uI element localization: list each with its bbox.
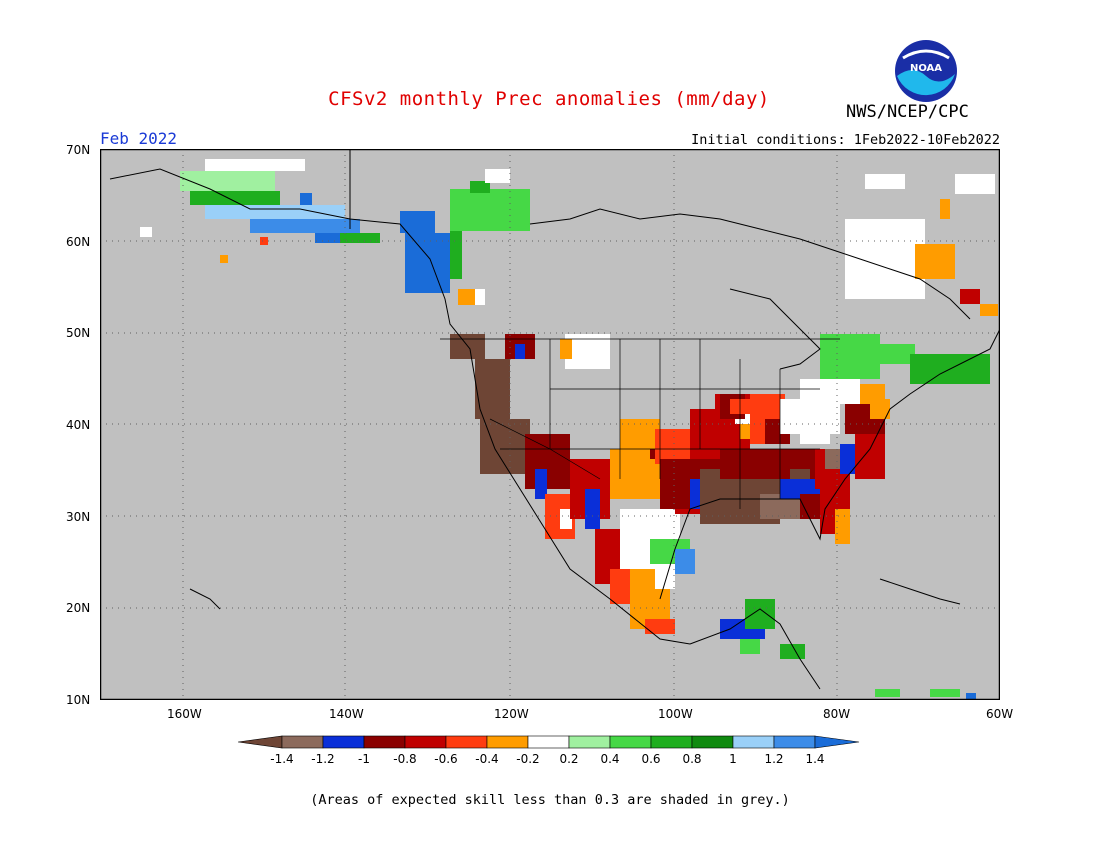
colorbar-arrow-left	[238, 735, 283, 749]
colorbar-segment	[609, 735, 652, 749]
colorbar-arrow-right	[814, 735, 860, 749]
lat-label: 20N	[66, 601, 91, 615]
lat-label: 30N	[66, 510, 91, 524]
colorbar-segment	[568, 735, 611, 749]
colorbar-label: -0.6	[434, 752, 458, 766]
colorbar-segment	[322, 735, 365, 749]
lon-label: 80W	[823, 707, 851, 721]
lat-label: 70N	[66, 143, 91, 157]
colorbar-segment	[691, 735, 734, 749]
agency-label: NWS/NCEP/CPC	[846, 102, 969, 122]
lon-label: 60W	[986, 707, 1014, 721]
logo-text: NOAA	[910, 63, 942, 74]
colorbar-segment	[404, 735, 447, 749]
colorbar-label: 0.4	[600, 752, 620, 766]
lat-label: 40N	[66, 418, 91, 432]
footnote: (Areas of expected skill less than 0.3 a…	[310, 792, 790, 808]
colorbar-label: -1	[358, 752, 370, 766]
colorbar-label: -1.4	[270, 752, 294, 766]
lon-label: 120W	[494, 707, 529, 721]
colorbar-label: 1.4	[805, 752, 825, 766]
lat-label: 60N	[66, 235, 91, 249]
lon-label: 140W	[329, 707, 364, 721]
colorbar-labels: -1.4 -1.2 -1 -0.8 -0.6 -0.4 -0.2 0.2 0.4 0.6 0.8 1 1…	[238, 752, 862, 768]
colorbar-label: -0.8	[393, 752, 417, 766]
colorbar-segment	[527, 735, 570, 749]
colorbar-label: 0.6	[641, 752, 661, 766]
coastlines	[109, 149, 1000, 690]
colorbar-label: -0.4	[475, 752, 499, 766]
initial-conditions: Initial conditions: 1Feb2022-10Feb2022	[691, 132, 1000, 148]
colorbar-label: 0.2	[559, 752, 579, 766]
colorbar-segment	[445, 735, 488, 749]
state-borders	[440, 338, 840, 509]
colorbar-label: -1.2	[311, 752, 335, 766]
precip-anomaly-map	[100, 149, 1000, 700]
colorbar-label: -0.2	[516, 752, 540, 766]
map-border	[100, 149, 1000, 700]
colorbar-segment	[486, 735, 529, 749]
colorbar-segment	[281, 735, 324, 749]
lat-label: 50N	[66, 326, 91, 340]
map-title: CFSv2 monthly Prec anomalies (mm/day)	[328, 88, 770, 110]
colorbar-label: 1.2	[764, 752, 784, 766]
colorbar-segment	[773, 735, 816, 749]
lon-label: 160W	[167, 707, 202, 721]
colorbar	[238, 735, 860, 749]
lat-label: 10N	[66, 693, 91, 707]
colorbar-segment	[732, 735, 775, 749]
month-label: Feb 2022	[100, 129, 178, 148]
colorbar-label: 1	[729, 752, 737, 766]
colorbar-segment	[650, 735, 693, 749]
colorbar-label: 0.8	[682, 752, 702, 766]
colorbar-segment	[363, 735, 406, 749]
noaa-logo: NOAA	[895, 40, 957, 102]
lon-label: 100W	[658, 707, 693, 721]
